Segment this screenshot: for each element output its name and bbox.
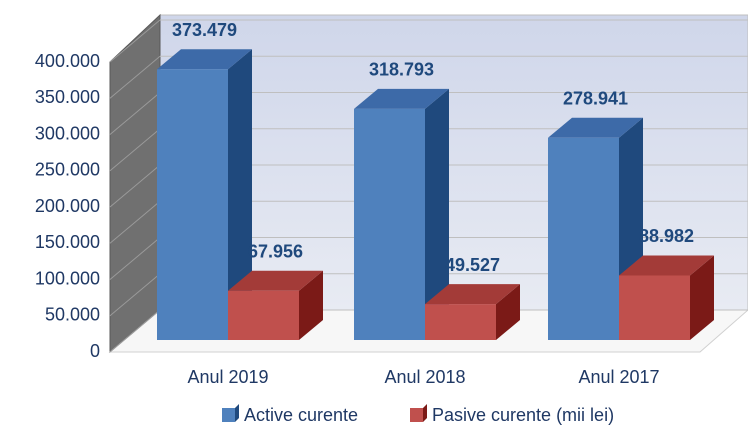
x-tick-label: Anul 2019 <box>187 367 268 387</box>
bar <box>228 290 299 340</box>
grid-line <box>109 237 161 280</box>
bar-top <box>228 270 323 291</box>
grid-line <box>109 128 161 172</box>
grid-line <box>109 92 161 135</box>
y-tick-label: 150.000 <box>35 232 100 252</box>
bar-top <box>548 117 643 138</box>
y-tick-label: 250.000 <box>35 160 100 180</box>
y-tick-label: 200.000 <box>35 196 100 216</box>
bar <box>619 275 690 340</box>
grid-line <box>109 200 161 244</box>
bar <box>157 69 228 340</box>
legend-swatch-side <box>235 404 239 422</box>
bar <box>354 108 425 340</box>
grid-line <box>109 19 161 63</box>
grid-line <box>109 55 161 99</box>
y-tick-label: 300.000 <box>35 123 100 143</box>
value-label: 373.479 <box>172 20 237 40</box>
y-tick-label: 0 <box>90 341 100 361</box>
bar-top <box>354 88 449 109</box>
legend-swatch <box>222 408 235 422</box>
bar <box>548 137 619 340</box>
bar-side <box>496 284 520 340</box>
value-label: 49.527 <box>445 255 500 275</box>
grid-line <box>109 309 161 353</box>
value-label: 318.793 <box>369 60 434 80</box>
y-tick-label: 100.000 <box>35 268 100 288</box>
bar <box>425 304 496 340</box>
bar-side <box>299 270 323 340</box>
bar-top <box>619 255 714 276</box>
bar-side <box>690 255 714 340</box>
grid-line <box>109 273 161 317</box>
y-tick-label: 350.000 <box>35 87 100 107</box>
bar-top <box>425 284 520 305</box>
value-label: 67.956 <box>248 241 303 261</box>
legend-label: Active curente <box>244 405 358 425</box>
bar-top <box>157 49 252 70</box>
value-label: 278.941 <box>563 89 628 109</box>
bar-side <box>425 88 449 340</box>
legend-swatch <box>410 408 423 422</box>
y-tick-label: 400.000 <box>35 51 100 71</box>
legend-label: Pasive curente (mii lei) <box>432 405 614 425</box>
legend-swatch-side <box>423 404 427 422</box>
x-tick-label: Anul 2017 <box>578 367 659 387</box>
x-tick-label: Anul 2018 <box>384 367 465 387</box>
value-label: 88.982 <box>639 226 694 246</box>
y-tick-label: 50.000 <box>45 305 100 325</box>
bar-side <box>228 49 252 341</box>
grid-line <box>109 164 161 208</box>
side-wall <box>109 13 161 354</box>
